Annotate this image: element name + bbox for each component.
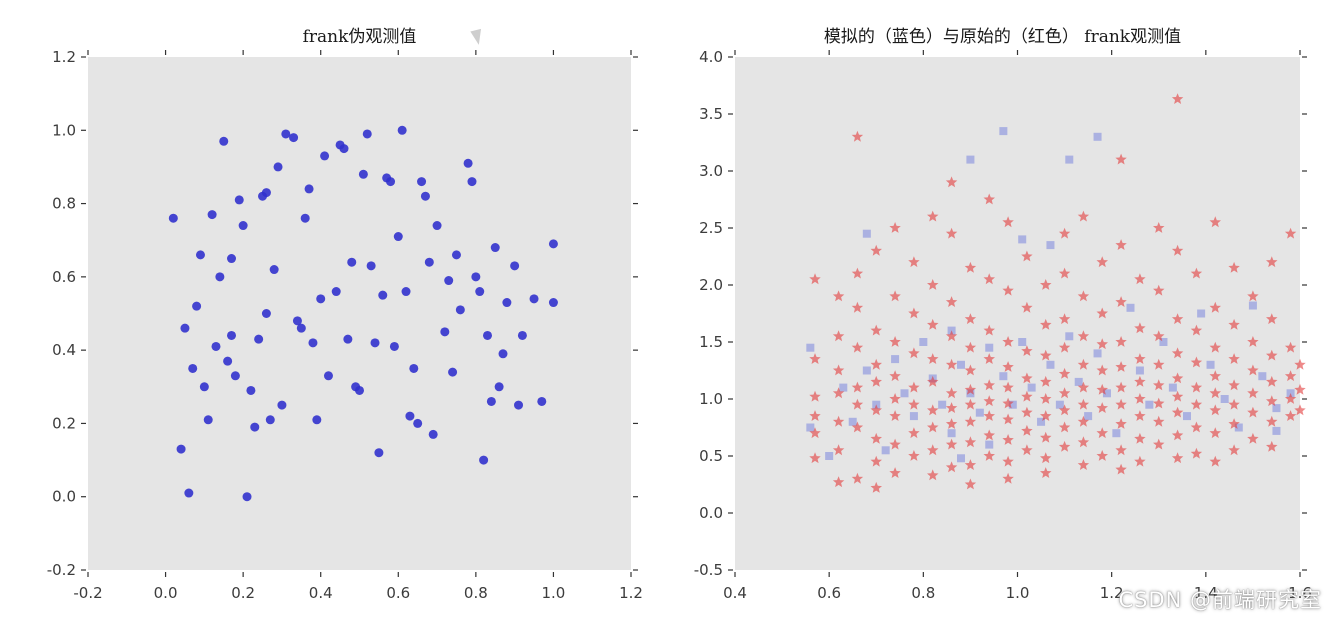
chart-frank-pseudo-observations: frank伪观测值 -0.2 0.0 0.2 0.4 0.6 0.8 1.0 1.2 -0.2 0…: [47, 27, 643, 602]
svg-text:0.0: 0.0: [699, 504, 723, 522]
svg-text:-0.2: -0.2: [73, 584, 102, 602]
svg-text:1.6: 1.6: [1288, 584, 1312, 602]
svg-text:1.2: 1.2: [1100, 584, 1124, 602]
svg-text:0.2: 0.2: [231, 584, 255, 602]
svg-text:0.6: 0.6: [52, 268, 76, 286]
scatter-plot-right: 0.4 0.6 0.8 1.0 1.2 1.4 1.6 -0.5 0.0 0.5 1.0 1.5 2.0…: [694, 48, 1312, 602]
svg-text:1.0: 1.0: [541, 584, 565, 602]
watermark: CSDN @前端研究室: [1118, 588, 1322, 612]
svg-text:0.8: 0.8: [911, 584, 935, 602]
svg-text:1.4: 1.4: [1194, 584, 1218, 602]
svg-text:3.0: 3.0: [699, 162, 723, 180]
svg-text:0.5: 0.5: [699, 447, 723, 465]
svg-text:-0.2: -0.2: [47, 561, 76, 579]
svg-text:0.0: 0.0: [52, 488, 76, 506]
svg-text:2.0: 2.0: [699, 276, 723, 294]
svg-text:1.5: 1.5: [699, 333, 723, 351]
svg-text:0.4: 0.4: [309, 584, 333, 602]
svg-text:1.2: 1.2: [52, 48, 76, 66]
svg-text:0.8: 0.8: [52, 195, 76, 213]
svg-text:0.6: 0.6: [817, 584, 841, 602]
chart-title-right: 模拟的（蓝色）与原始的（红色） frank观测值: [823, 27, 1182, 47]
svg-text:2.5: 2.5: [699, 219, 723, 237]
svg-text:0.8: 0.8: [464, 584, 488, 602]
svg-text:-0.5: -0.5: [694, 561, 723, 579]
svg-text:3.5: 3.5: [699, 105, 723, 123]
svg-text:1.2: 1.2: [619, 584, 643, 602]
svg-text:1.0: 1.0: [699, 390, 723, 408]
svg-text:1.0: 1.0: [52, 121, 76, 139]
svg-text:1.0: 1.0: [1006, 584, 1030, 602]
svg-text:0.6: 0.6: [386, 584, 410, 602]
chart-simulated-vs-original: 模拟的（蓝色）与原始的（红色） frank观测值 0.4 0.6 0.8 1.0 1.2…: [665, 0, 1330, 622]
scatter-plot-left: -0.2 0.0 0.2 0.4 0.6 0.8 1.0 1.2 -0.2 0.0 0.2 0.4 0.…: [47, 48, 643, 602]
chart-title-left: frank伪观测值: [302, 27, 417, 47]
svg-text:0.4: 0.4: [52, 341, 76, 359]
svg-text:0.2: 0.2: [52, 414, 76, 432]
svg-text:0.0: 0.0: [154, 584, 178, 602]
svg-text:4.0: 4.0: [699, 48, 723, 66]
svg-text:0.4: 0.4: [723, 584, 747, 602]
